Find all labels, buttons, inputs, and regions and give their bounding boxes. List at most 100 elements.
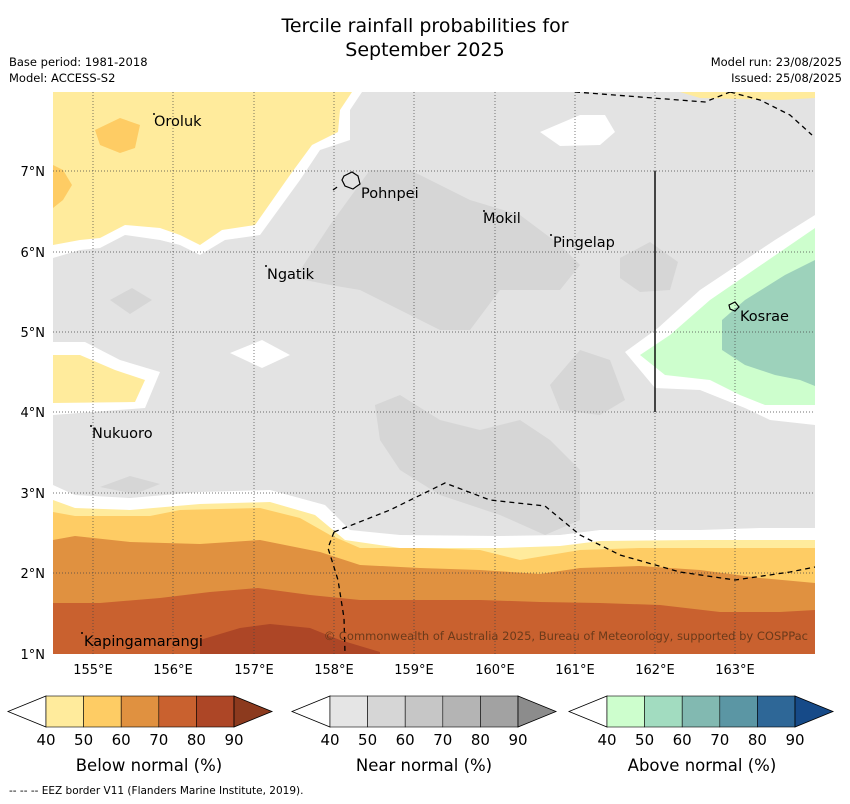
lat-tick-3: 3°N: [21, 487, 46, 502]
label-pohnpei: Pohnpei: [361, 186, 419, 202]
near-cb-segment: [367, 695, 406, 728]
near-cb-tick-label: 40: [320, 731, 340, 749]
above-cb-tick-label: 40: [597, 731, 617, 749]
base-period: Base period: 1981-2018: [9, 55, 148, 69]
lon-tick-158: 158°E: [314, 663, 354, 678]
colorbar-below-normal: [6, 695, 274, 728]
lon-tick-156: 156°E: [153, 663, 193, 678]
above-cb-over-arrow: [794, 695, 835, 728]
mokil-dot: [483, 210, 485, 212]
below-normal-west-40: [53, 355, 145, 403]
above-cb-tick-label: 60: [672, 731, 692, 749]
near-cb-segment: [442, 695, 481, 728]
below-normal-oroluk-50: [95, 118, 140, 153]
label-oroluk: Oroluk: [154, 114, 202, 130]
below-cb-segment: [120, 695, 160, 728]
near-cb-tick-label: 90: [508, 731, 528, 749]
ticks-above-normal: 40 50 60 70 80 90: [592, 731, 812, 751]
meta-left: Base period: 1981-2018 Model: ACCESS-S2: [9, 54, 148, 86]
below-cb-tick-label: 80: [186, 731, 206, 749]
lon-tick-155: 155°E: [73, 663, 113, 678]
eez-footnote: -- -- -- EEZ border V11 (Flanders Marine…: [9, 785, 304, 797]
below-cb-tick-label: 70: [149, 731, 169, 749]
near-cb-tick-label: 60: [395, 731, 415, 749]
model-run: Model run: 23/08/2025: [710, 55, 842, 69]
near-cb-over-arrow: [517, 695, 558, 728]
lat-tick-4: 4°N: [21, 406, 46, 421]
above-cb-tick-label: 70: [710, 731, 730, 749]
above-cb-tick-label: 80: [747, 731, 767, 749]
near-cb-segment: [329, 695, 368, 728]
lon-tick-157: 157°E: [234, 663, 274, 678]
above-cb-tick-label: 50: [635, 731, 655, 749]
lat-tick-5: 5°N: [21, 326, 46, 341]
above-cb-under-arrow: [567, 695, 608, 728]
above-cb-segment: [757, 695, 796, 728]
below-cb-segment: [196, 695, 235, 728]
lon-tick-labels: 155°E 156°E 157°E 158°E 159°E 160°E 161°…: [73, 663, 755, 678]
below-cb-tick-label: 90: [224, 731, 244, 749]
eez-border-pohnpei: [332, 184, 341, 191]
below-cb-over-arrow: [233, 695, 274, 728]
ticks-below-normal: 40 50 60 70 80 90: [31, 731, 251, 751]
legend-label-below: Below normal (%): [75, 756, 223, 775]
near-normal-50-region-e: [110, 288, 152, 314]
nukuoro-dot: [90, 425, 92, 427]
colorbar-above-normal: [567, 695, 835, 728]
title-line-1: Tercile rainfall probabilities for: [281, 15, 569, 37]
label-ngatik: Ngatik: [267, 267, 315, 283]
title-line-2: September 2025: [345, 39, 505, 61]
meta-right: Model run: 23/08/2025 Issued: 25/08/2025: [711, 54, 842, 86]
model-name: Model: ACCESS-S2: [9, 71, 116, 85]
forecast-map: Oroluk Pohnpei Mokil Pingelap Ngatik Kos…: [21, 92, 815, 678]
legend-label-above: Above normal (%): [627, 756, 777, 775]
near-normal-50-region-b: [375, 395, 580, 535]
kosrae-island: [728, 301, 740, 312]
place-labels: Oroluk Pohnpei Mokil Pingelap Ngatik Kos…: [84, 114, 789, 650]
above-cb-segment: [606, 695, 645, 728]
eez-borders: [327, 92, 815, 654]
label-mokil: Mokil: [483, 211, 521, 227]
below-cb-tick-label: 50: [74, 731, 94, 749]
pingelap-dot: [550, 234, 552, 236]
near-normal-50-region: [295, 170, 580, 330]
white-gap-center-west: [230, 340, 290, 368]
near-cb-tick-label: 50: [358, 731, 378, 749]
above-cb-segment: [719, 695, 758, 728]
below-normal-west-edge-50: [53, 165, 72, 208]
label-pingelap: Pingelap: [553, 235, 615, 251]
lon-tick-162: 162°E: [635, 663, 675, 678]
map-fill-layers: [53, 92, 815, 654]
lat-tick-2: 2°N: [21, 567, 46, 582]
lon-tick-163: 163°E: [715, 663, 755, 678]
near-normal-50-region-f: [100, 476, 160, 494]
above-cb-segment: [681, 695, 721, 728]
graticule: [53, 92, 815, 654]
near-cb-segment: [480, 695, 519, 728]
lat-tick-1: 1°N: [21, 648, 46, 663]
below-cb-tick-label: 40: [36, 731, 56, 749]
above-cb-segment: [644, 695, 683, 728]
legend-label-near: Near normal (%): [355, 756, 493, 775]
white-gap-northeast: [540, 115, 615, 146]
below-cb-segment: [158, 695, 197, 728]
issued-date: Issued: 25/08/2025: [731, 71, 842, 85]
below-cb-under-arrow: [6, 695, 47, 728]
lat-tick-7: 7°N: [21, 165, 46, 180]
above-normal-east-50: [722, 260, 815, 386]
label-kapingamarangi: Kapingamarangi: [84, 634, 203, 650]
near-normal-50-region-d: [620, 242, 678, 292]
near-cb-segment: [404, 695, 444, 728]
pohnpei-island: [341, 171, 361, 190]
lat-tick-6: 6°N: [21, 246, 46, 261]
eez-border-southwest: [327, 531, 346, 654]
colorbar-near-normal: [290, 695, 558, 728]
eez-border-north: [574, 92, 813, 136]
below-cb-segment: [45, 695, 84, 728]
kapingamarangi-dot: [81, 632, 83, 634]
near-cb-tick-label: 70: [433, 731, 453, 749]
lon-tick-159: 159°E: [394, 663, 434, 678]
label-kosrae: Kosrae: [740, 309, 789, 325]
lon-tick-161: 161°E: [555, 663, 595, 678]
below-normal-south-80: [200, 624, 380, 654]
